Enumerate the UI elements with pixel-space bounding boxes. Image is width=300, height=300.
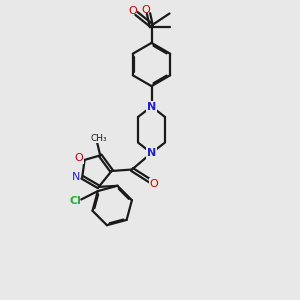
Text: N: N — [71, 172, 80, 182]
Text: N: N — [147, 101, 156, 112]
Text: O: O — [128, 6, 137, 16]
Text: Cl: Cl — [69, 196, 81, 206]
Text: O: O — [142, 5, 151, 15]
Text: O: O — [149, 179, 158, 189]
Text: N: N — [147, 148, 156, 158]
Text: CH₃: CH₃ — [90, 134, 107, 143]
Text: O: O — [74, 153, 83, 164]
